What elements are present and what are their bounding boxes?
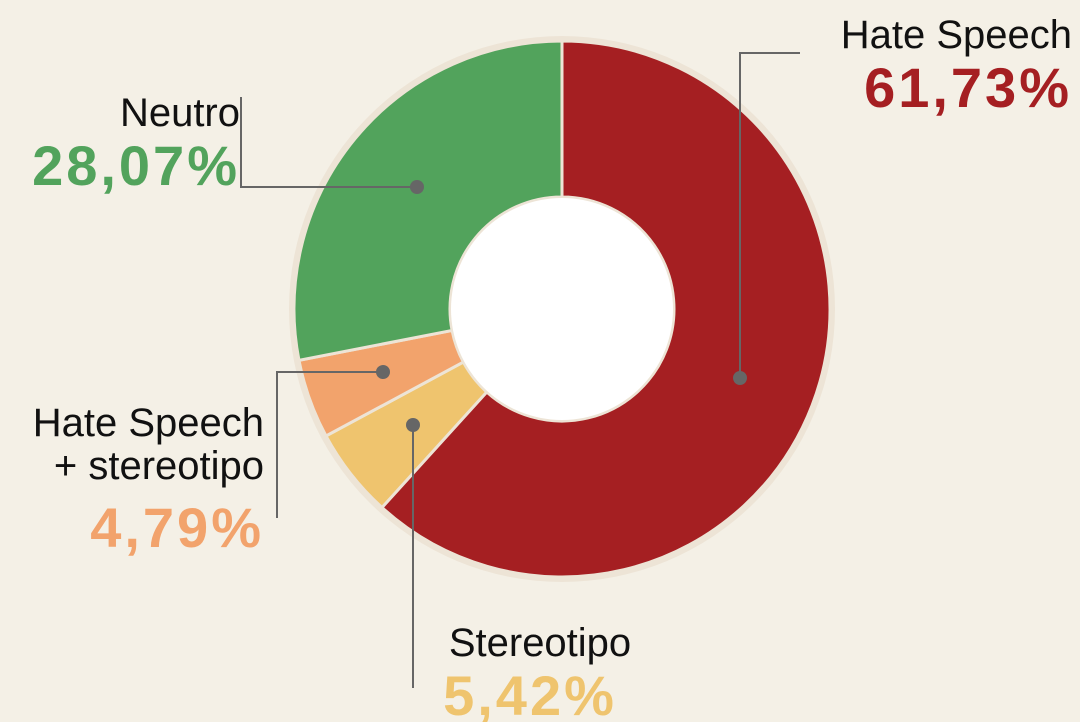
- slices: [292, 39, 832, 579]
- category-label: Stereotipo: [448, 621, 632, 665]
- leader-line: [240, 97, 417, 188]
- leader-dot: [406, 418, 420, 432]
- category-label: Neutro: [119, 91, 240, 135]
- slice: [379, 39, 832, 579]
- category-label: Hate Speech: [840, 13, 1072, 57]
- leader-line: [276, 371, 383, 518]
- value-label: 4,79%: [90, 496, 264, 559]
- value-label: 5,42%: [443, 664, 617, 722]
- donut-hole: [451, 198, 673, 420]
- leader-dot: [376, 365, 390, 379]
- leaders: [240, 52, 800, 688]
- leader-dots: [376, 180, 747, 432]
- value-label: 28,07%: [32, 134, 240, 197]
- leader-dot: [410, 180, 424, 194]
- leader-dot: [733, 371, 747, 385]
- leader-line: [739, 52, 800, 378]
- category-label: Hate Speech + stereotipo: [32, 401, 264, 488]
- slice: [292, 39, 564, 363]
- value-label: 61,73%: [864, 56, 1072, 119]
